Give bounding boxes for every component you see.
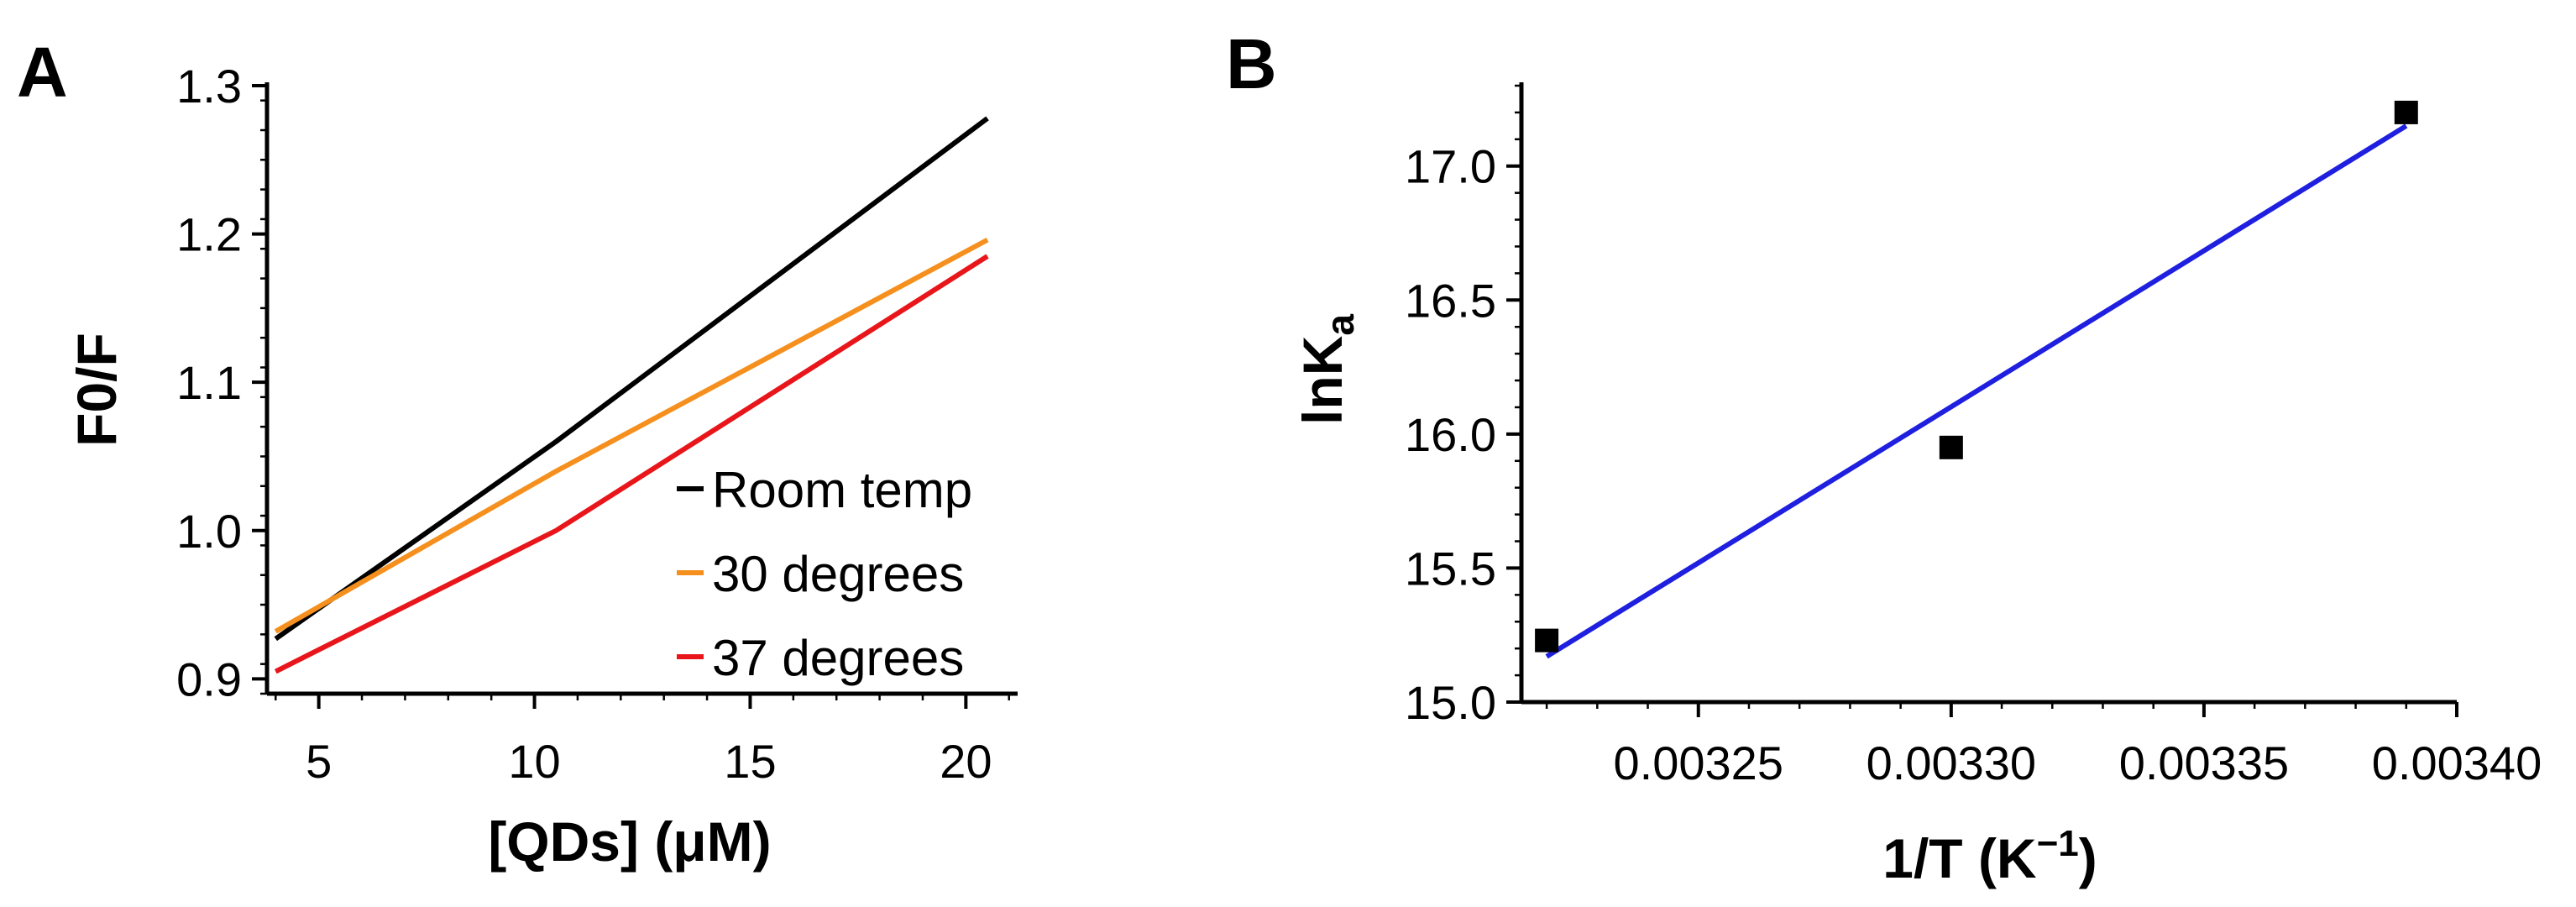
panel-a-legend: Room temp 30 degrees 37 degrees	[677, 462, 972, 686]
panel-b-y-tick-label: 16.0	[1405, 408, 1496, 461]
panel-b-points	[1535, 100, 2418, 653]
panel-a-x-axis-title: [QDs] (μM)	[488, 810, 771, 873]
panel-b-y-tick-label: 15.0	[1405, 676, 1496, 729]
panel-a-series-line	[274, 116, 989, 642]
panel-a-y-tick-label: 1.3	[176, 60, 242, 113]
panel-a-x-tick-label: 20	[940, 735, 992, 788]
panel-b-data-point	[1939, 435, 1963, 459]
panel-b-chart: 15.0 15.5 16.0 16.5 17.0 0.00325 0.00330 0.0033…	[1291, 82, 2542, 889]
panel-a-series-line	[274, 238, 989, 634]
panel-a-letter: A	[17, 33, 68, 112]
panel-a-legend-label: 30 degrees	[712, 546, 964, 602]
panel-b-x-tick-label: 0.00335	[2119, 737, 2289, 789]
panel-a-y-tick-label: 1.0	[176, 505, 242, 558]
panel-b-data-point	[1535, 628, 1559, 653]
panel-b-y-title-main: lnK	[1291, 335, 1353, 425]
panel-a-series-line	[274, 254, 989, 674]
panel-b-x-title-close: )	[2079, 827, 2097, 889]
panel-b-x-axis-title: 1/T (K−1)	[1882, 823, 2097, 889]
panel-b-x-tick-label: 0.00340	[2372, 737, 2542, 789]
panel-a-x-tick-label: 15	[724, 735, 776, 788]
panel-b-y-title-sub: a	[1318, 314, 1362, 336]
panel-b-fit-line	[1545, 123, 2408, 659]
panel-a-y-axis-title: F0/F	[65, 333, 128, 447]
panel-a-axes: 0.9 1.0 1.1 1.2 1.3 5 10 15 20	[176, 60, 1018, 788]
panel-b-data-point	[2394, 100, 2418, 124]
panel-a-y-tick-label: 1.2	[176, 208, 242, 261]
panel-a-chart: 0.9 1.0 1.1 1.2 1.3 5 10 15 20 Room temp 30 degre…	[65, 60, 1018, 873]
panel-b-fit	[1545, 123, 2408, 659]
panel-a-legend-label: Room temp	[712, 462, 972, 518]
panel-a-y-tick-label: 0.9	[176, 653, 242, 705]
panel-b-x-title-sup: −1	[2037, 823, 2079, 864]
panel-b-y-axis-title: lnKa	[1291, 314, 1362, 425]
panel-b-x-tick-label: 0.00325	[1614, 737, 1783, 789]
panel-b-y-tick-label: 17.0	[1405, 140, 1496, 193]
panel-b-x-tick-label: 0.00330	[1867, 737, 2036, 789]
panel-b-axes: 15.0 15.5 16.0 16.5 17.0 0.00325 0.00330 0.0033…	[1405, 82, 2542, 789]
panel-a-x-tick-label: 5	[306, 735, 332, 788]
panel-b-x-title-main: 1/T (K	[1882, 827, 2037, 889]
panel-b-y-tick-label: 15.5	[1405, 542, 1496, 595]
panel-a-lines	[274, 116, 989, 674]
panel-b-letter: B	[1226, 24, 1277, 103]
panel-a-legend-label: 37 degrees	[712, 630, 964, 686]
panel-b-y-tick-label: 16.5	[1405, 274, 1496, 327]
panel-a-y-tick-label: 1.1	[176, 356, 242, 409]
panel-a-x-tick-label: 10	[508, 735, 560, 788]
